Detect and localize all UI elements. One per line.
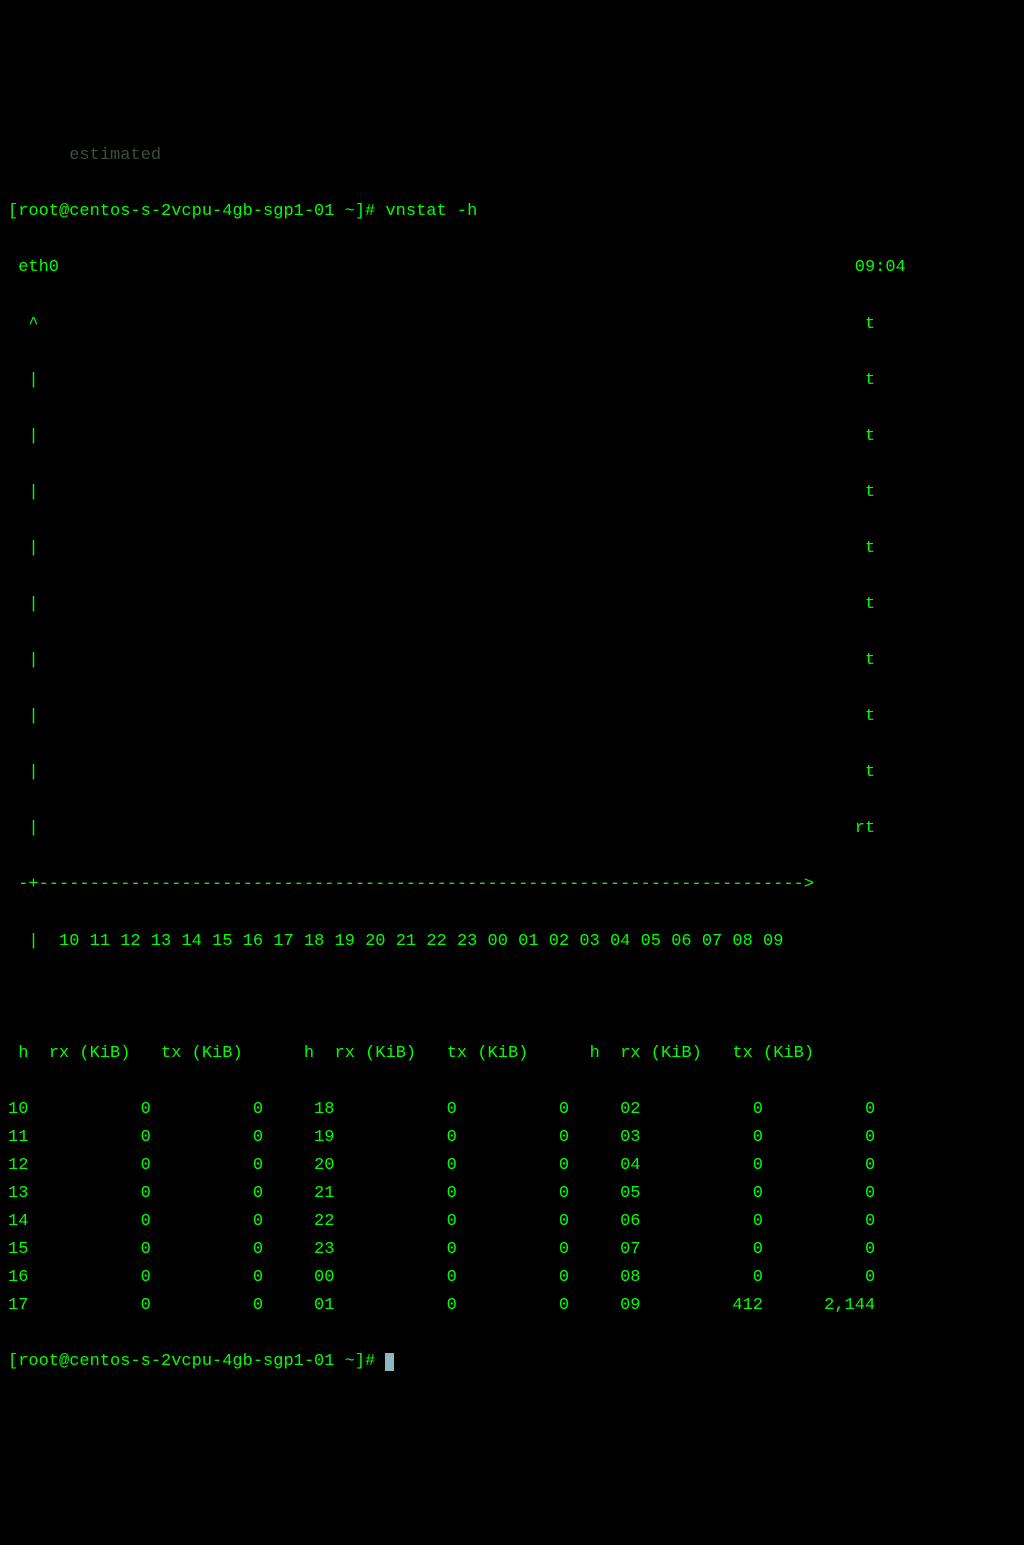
table-header: h rx (KiB) tx (KiB) h rx (KiB) tx (KiB) … bbox=[8, 1040, 1016, 1068]
graph-y-top: ^ t bbox=[8, 311, 1016, 339]
interface-name: eth0 bbox=[18, 258, 59, 277]
graph-x-axis: | 10 11 12 13 14 15 16 17 18 19 20 21 22… bbox=[8, 928, 1016, 956]
graph-row: | t bbox=[8, 591, 1016, 619]
graph-row: | t bbox=[8, 535, 1016, 563]
table-row: 14 0 0 22 0 0 06 0 0 bbox=[8, 1208, 1016, 1236]
graph-row: | t bbox=[8, 479, 1016, 507]
current-time: 09:04 bbox=[855, 258, 906, 277]
table-body: 10 0 0 18 0 0 02 0 011 0 0 19 0 0 03 0 0… bbox=[8, 1096, 1016, 1320]
graph-divider: -+--------------------------------------… bbox=[8, 871, 1016, 899]
cursor-icon bbox=[385, 1353, 394, 1371]
table-row: 11 0 0 19 0 0 03 0 0 bbox=[8, 1124, 1016, 1152]
terminal[interactable]: estimated [root@centos-s-2vcpu-4gb-sgp1-… bbox=[8, 114, 1016, 1404]
graph-row: | t bbox=[8, 703, 1016, 731]
prompt-line-1: [root@centos-s-2vcpu-4gb-sgp1-01 ~]# vns… bbox=[8, 198, 1016, 226]
scrollback-line: estimated bbox=[8, 142, 1016, 170]
graph-row: | t bbox=[8, 423, 1016, 451]
graph-row: | t bbox=[8, 647, 1016, 675]
blank-line bbox=[8, 984, 1016, 1012]
graph-row: | t bbox=[8, 759, 1016, 787]
table-row: 13 0 0 21 0 0 05 0 0 bbox=[8, 1180, 1016, 1208]
table-row: 12 0 0 20 0 0 04 0 0 bbox=[8, 1152, 1016, 1180]
table-row: 16 0 0 00 0 0 08 0 0 bbox=[8, 1264, 1016, 1292]
prompt-line-2[interactable]: [root@centos-s-2vcpu-4gb-sgp1-01 ~]# bbox=[8, 1348, 1016, 1376]
prompt: [root@centos-s-2vcpu-4gb-sgp1-01 ~]# bbox=[8, 1352, 375, 1371]
graph-row: | t bbox=[8, 367, 1016, 395]
table-row: 17 0 0 01 0 0 09 412 2,144 bbox=[8, 1292, 1016, 1320]
prompt: [root@centos-s-2vcpu-4gb-sgp1-01 ~]# bbox=[8, 202, 375, 221]
graph-row: | rt bbox=[8, 815, 1016, 843]
table-row: 15 0 0 23 0 0 07 0 0 bbox=[8, 1236, 1016, 1264]
command: vnstat -h bbox=[385, 202, 477, 221]
table-row: 10 0 0 18 0 0 02 0 0 bbox=[8, 1096, 1016, 1124]
interface-line: eth0 09:04 bbox=[8, 254, 1016, 282]
x-labels: 10 11 12 13 14 15 16 17 18 19 20 21 22 2… bbox=[59, 932, 783, 951]
